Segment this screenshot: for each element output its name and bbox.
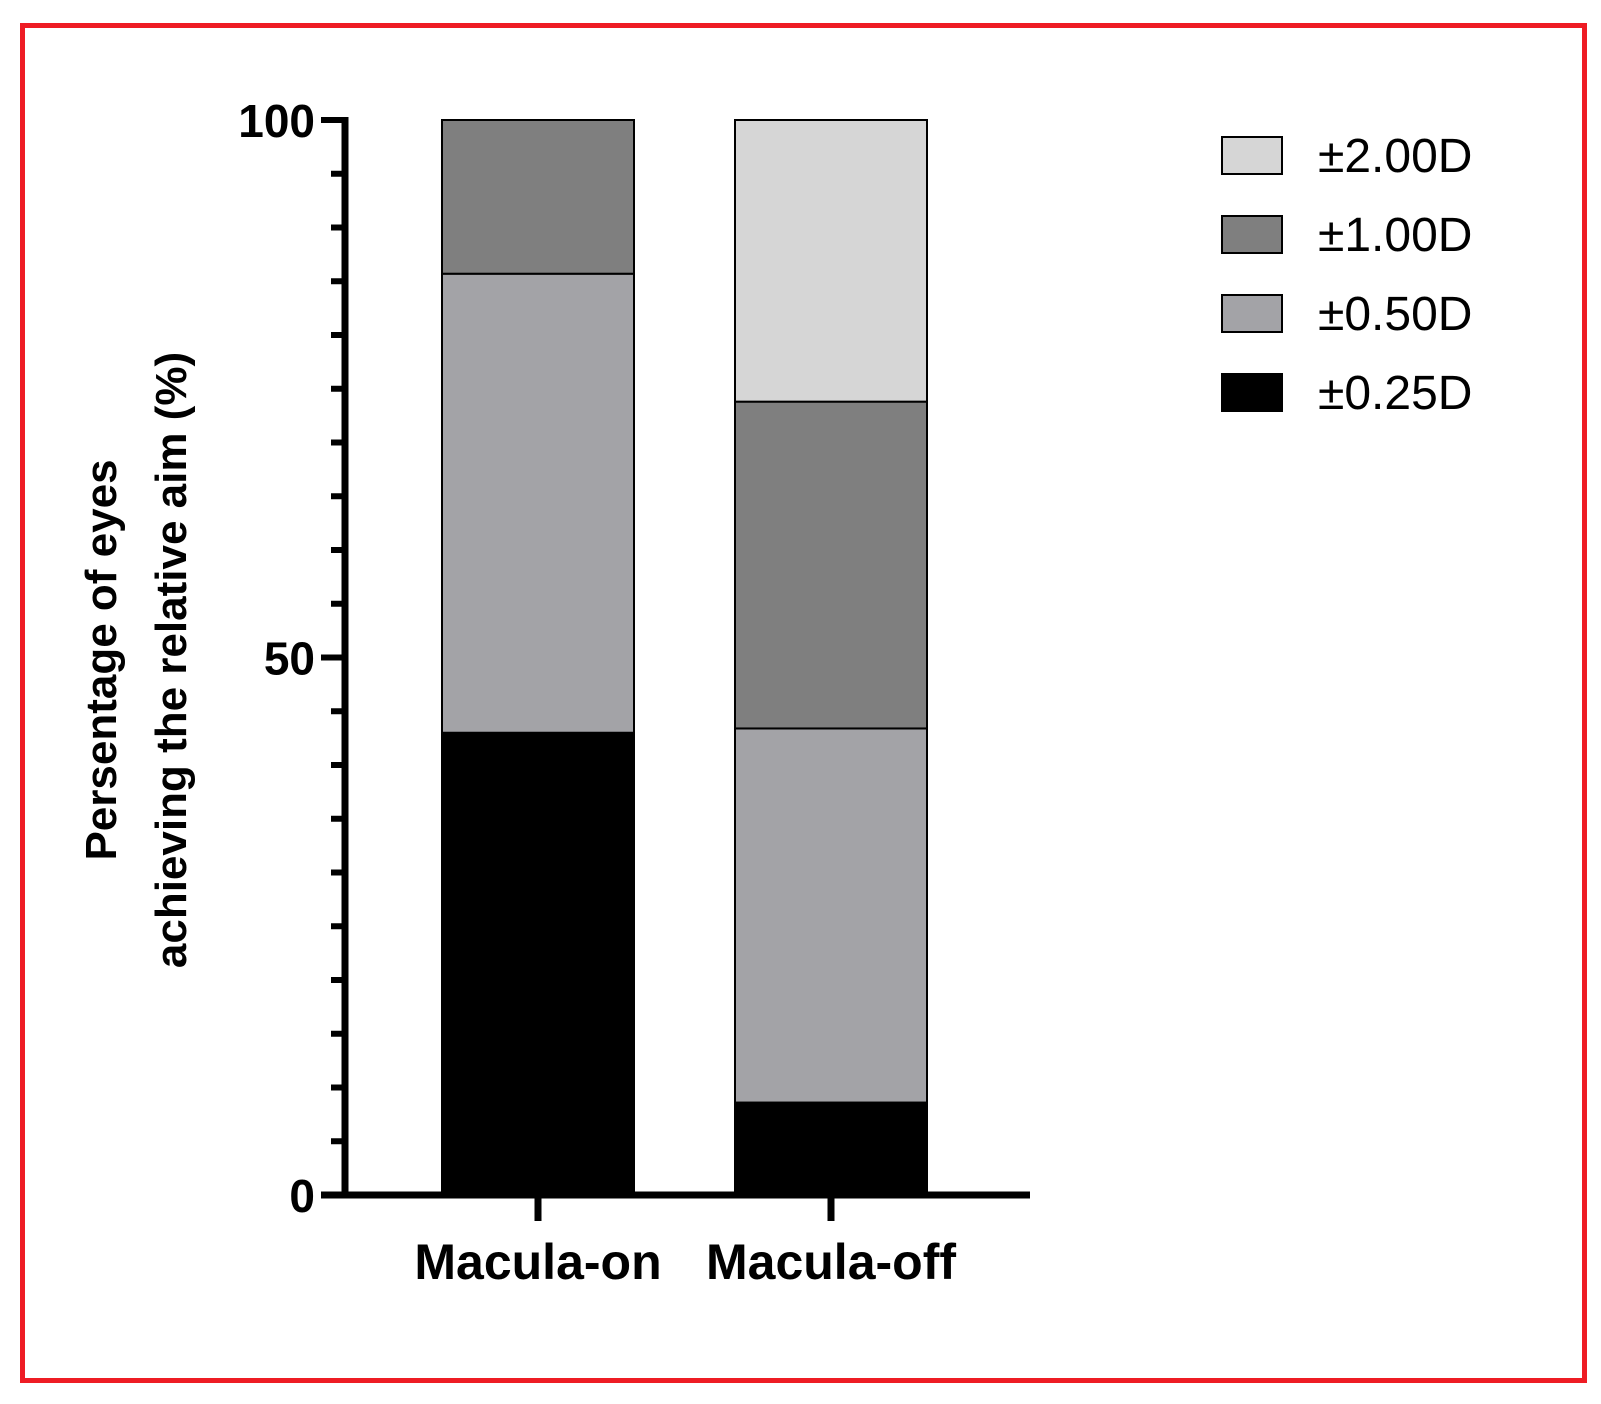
y-axis-label-line-1: Persentage of eyes [77, 459, 126, 860]
bar-segment-macula-off-0 [734, 1101, 928, 1197]
y-tick-label: 100 [238, 95, 315, 147]
bar-segment-macula-off-3 [734, 119, 928, 403]
bar-segment-macula-off-2 [734, 400, 928, 730]
y-tick-label: 50 [264, 633, 315, 685]
x-tick-label-macula-off: Macula-off [706, 1234, 956, 1290]
legend-label: ±2.00D [1318, 130, 1472, 183]
bar-segment-macula-on-1 [441, 272, 635, 734]
x-tick-label-macula-on: Macula-on [414, 1234, 661, 1290]
bar-segment-macula-on-0 [441, 731, 635, 1196]
y-tick-label: 0 [289, 1170, 315, 1222]
legend-item: ±2.00D [1221, 130, 1472, 183]
legend-swatch [1221, 215, 1283, 254]
y-axis-label-line-2: achieving the relative aim (%) [147, 352, 196, 968]
legend-swatch [1221, 294, 1283, 333]
legend-item: ±0.25D [1221, 367, 1472, 420]
legend-item: ±0.50D [1221, 288, 1472, 341]
legend-swatch [1221, 373, 1283, 412]
legend-label: ±1.00D [1318, 209, 1472, 262]
legend-label: ±0.25D [1318, 367, 1472, 420]
bar-segment-macula-on-2 [441, 119, 635, 275]
legend-label: ±0.50D [1318, 288, 1472, 341]
legend-item: ±1.00D [1221, 209, 1472, 262]
legend-swatch [1221, 136, 1283, 175]
bar-segment-macula-off-1 [734, 727, 928, 1104]
y-axis-label: Persentage of eyes achieving the relativ… [77, 352, 196, 968]
